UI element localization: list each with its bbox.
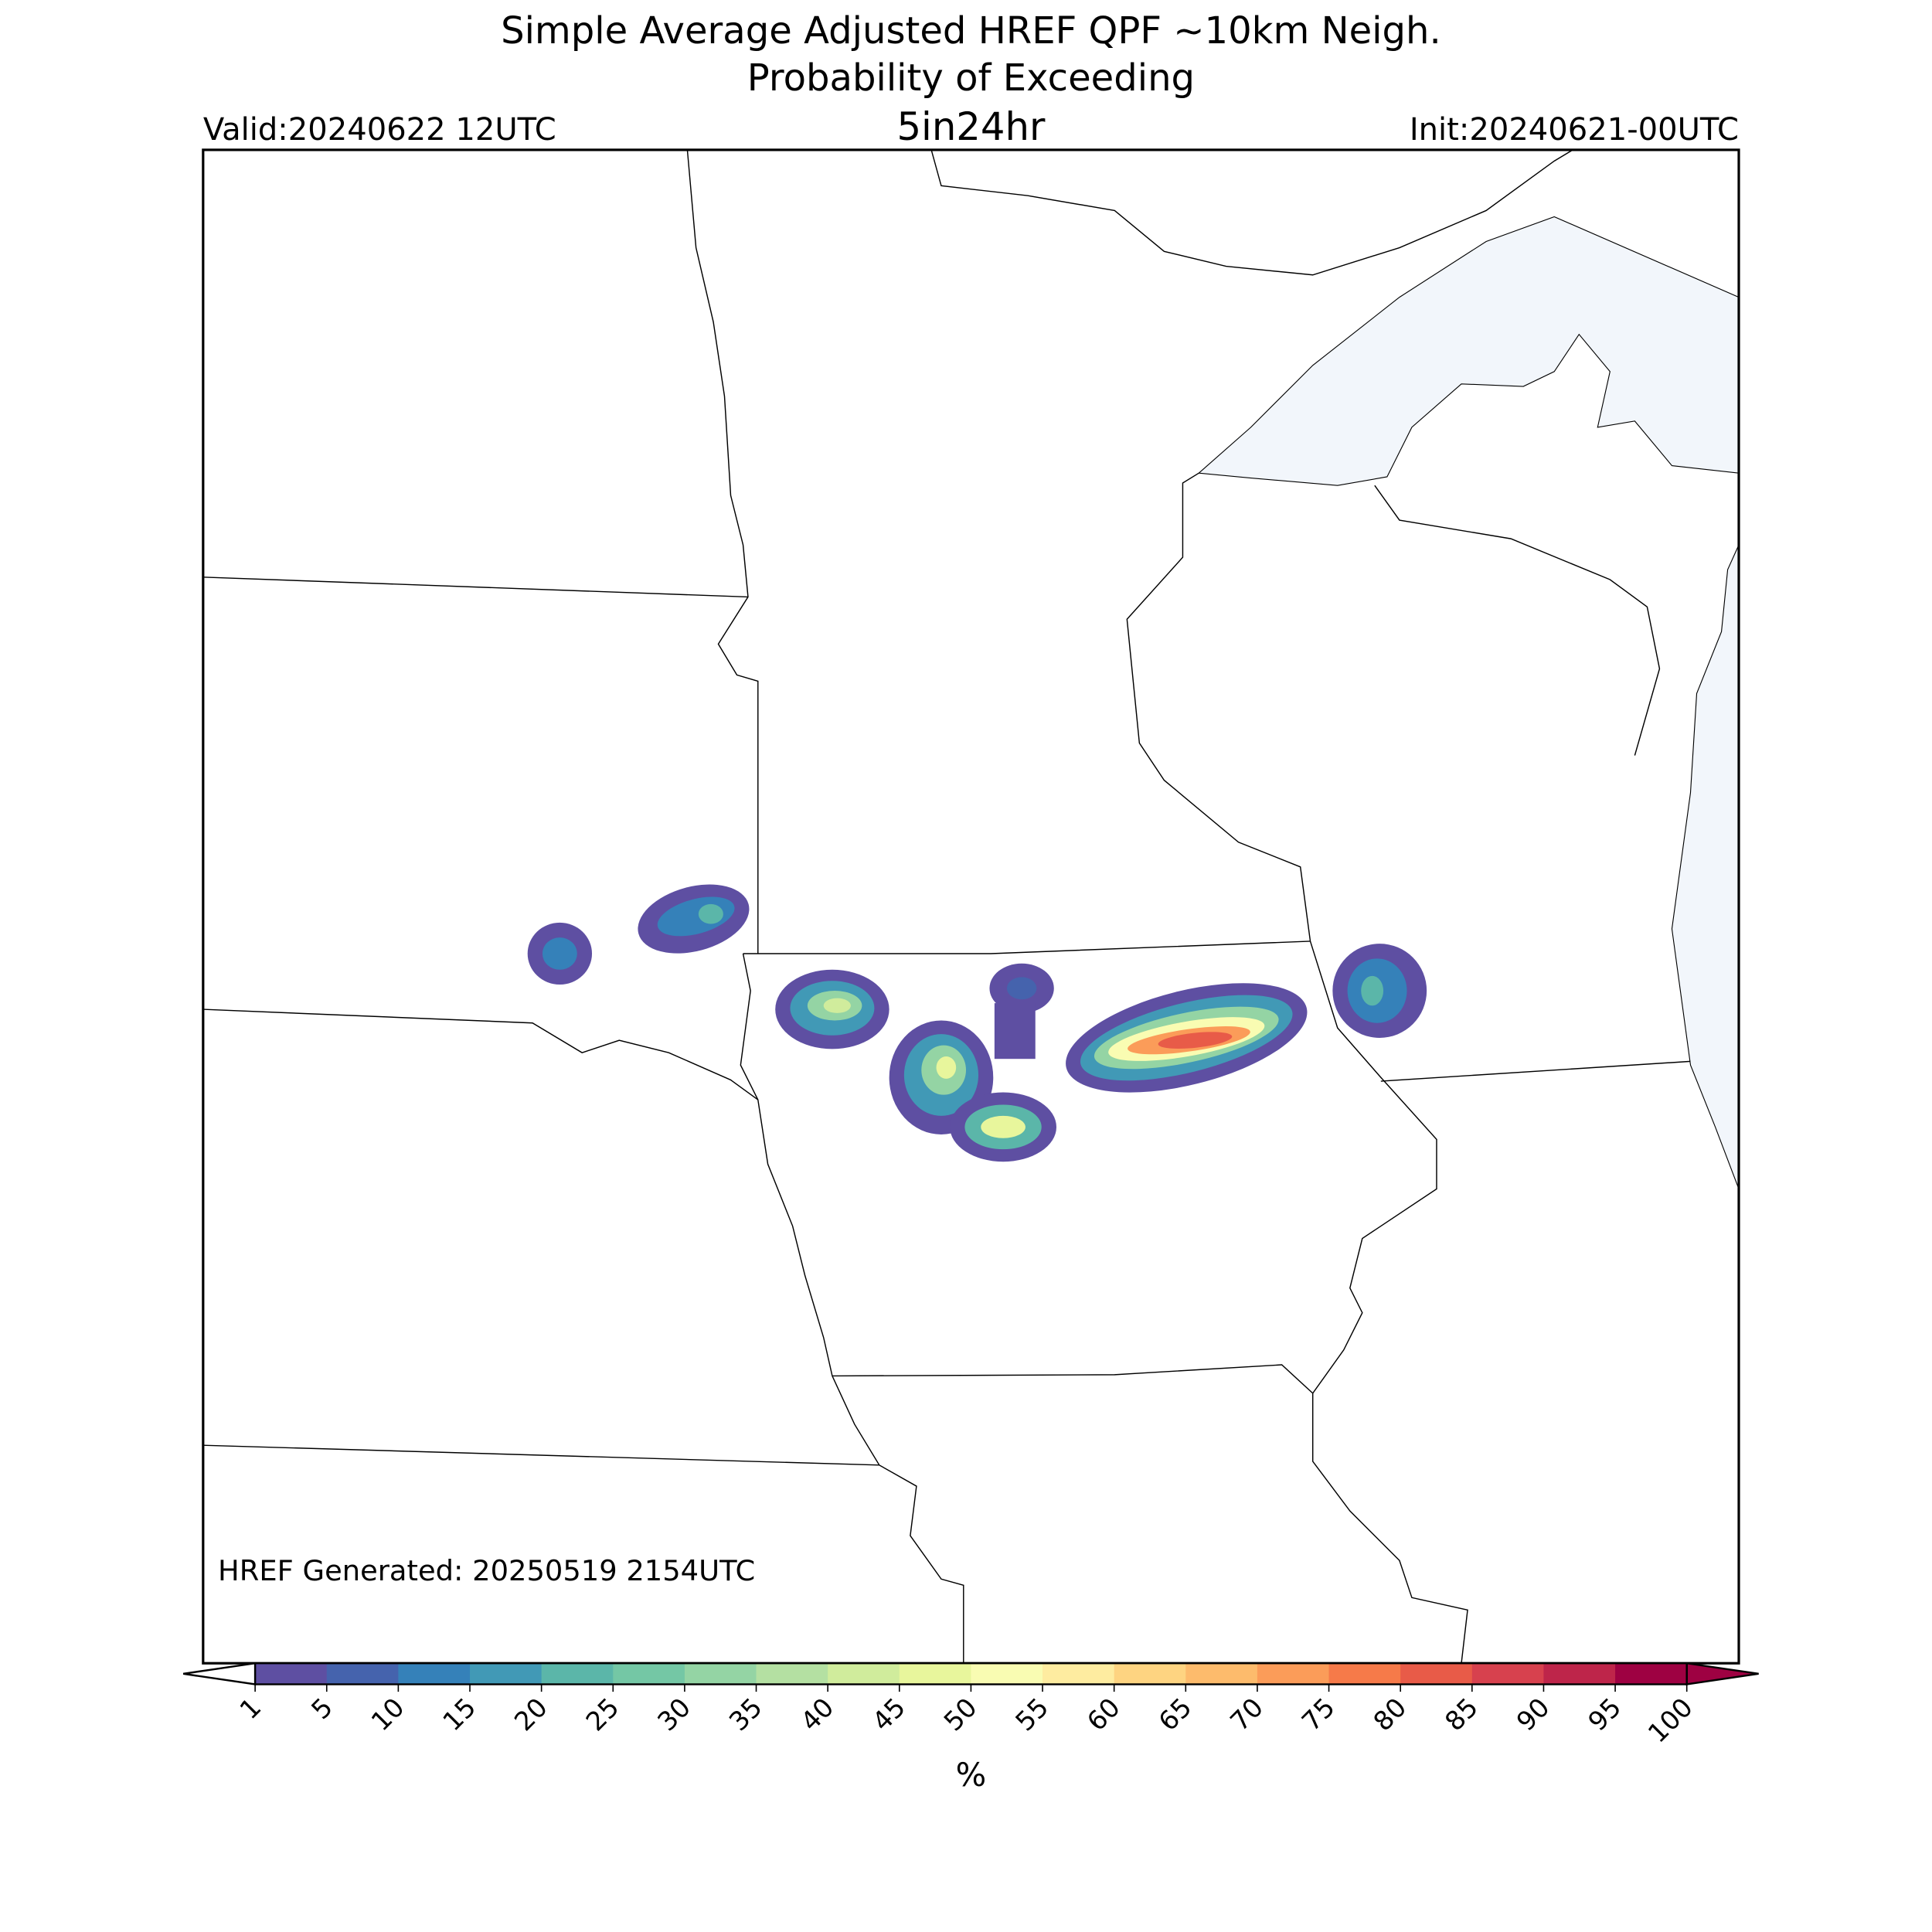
canada-border (930, 149, 1573, 276)
colorbar-tick-label: 95 (1582, 1692, 1627, 1737)
colorbar-segment (255, 1663, 328, 1685)
colorbar-frame (253, 1662, 1688, 1685)
colorbar-tick-label: 25 (580, 1692, 625, 1737)
subtitle: Probability of Exceeding (747, 56, 1195, 100)
colorbar-segment (1615, 1663, 1688, 1685)
probability-field (527, 884, 1427, 1162)
colorbar-tick-label: 80 (1368, 1692, 1413, 1737)
colorbar-tick-label: 60 (1081, 1692, 1126, 1737)
colorbar-tick-label: 75 (1296, 1692, 1341, 1737)
colorbar-segment (684, 1663, 757, 1685)
colorbar-segment (971, 1663, 1043, 1685)
colorbar-tick-label: 85 (1439, 1692, 1484, 1737)
colorbar-segment (1400, 1663, 1473, 1685)
state-border (743, 940, 1311, 954)
init-time: Init:20240621-00UTC (1410, 112, 1739, 148)
colorbar-tick-label: 50 (938, 1692, 983, 1737)
colorbar-segment (899, 1663, 972, 1685)
colorbar-segment (1471, 1663, 1545, 1685)
state-border (202, 1009, 759, 1100)
colorbar-segment (398, 1663, 471, 1685)
colorbar-segment (470, 1663, 543, 1685)
generated-note: HREF Generated: 20250519 2154UTC (218, 1554, 755, 1587)
colorbar-segment (1043, 1663, 1115, 1685)
lake-michigan (1671, 544, 1739, 1189)
map: HREF Generated: 20250519 2154UTC (202, 148, 1740, 1665)
colorbar-tick-label: 90 (1511, 1692, 1556, 1737)
title: Simple Average Adjusted HREF QPF ~10km N… (501, 9, 1441, 53)
threshold: 5in24hr (896, 104, 1046, 149)
state-border (740, 953, 833, 1376)
colorbar-tick-label: 15 (437, 1692, 481, 1737)
colorbar-tick-label: 5 (305, 1692, 338, 1726)
colorbar-tick-label: 20 (509, 1692, 553, 1737)
colorbar-segment (1543, 1663, 1616, 1685)
colorbar-segment (828, 1663, 900, 1685)
state-border (1309, 940, 1468, 1664)
colorbar-tick-label: 30 (651, 1692, 696, 1737)
state-border (202, 1444, 879, 1466)
colorbar-segment (1114, 1663, 1187, 1685)
colorbar-tick-label: 70 (1224, 1692, 1269, 1737)
colorbar-tick-label: 45 (866, 1692, 911, 1737)
colorbar-segment (326, 1663, 400, 1685)
colorbar-tick-label: 35 (723, 1692, 768, 1737)
lake-superior (1197, 216, 1739, 486)
colorbar-tick-label: 10 (366, 1692, 410, 1737)
state-border (832, 1364, 1314, 1394)
colorbar-under (183, 1662, 257, 1685)
colorbar-tick-label: 40 (795, 1692, 840, 1737)
state-border (1126, 472, 1311, 942)
colorbar-segment (541, 1663, 614, 1685)
colorbar-segment (1185, 1663, 1258, 1685)
colorbar-segment (756, 1663, 828, 1685)
colorbar-tick-label: 65 (1153, 1692, 1198, 1737)
state-border (1374, 485, 1661, 756)
state-border (686, 149, 759, 954)
colorbar-segment (1328, 1663, 1401, 1685)
colorbar-segment (613, 1663, 685, 1685)
colorbar-over (1685, 1662, 1759, 1685)
colorbar-tick-label: 100 (1642, 1692, 1699, 1749)
colorbar: 1 5 10 15 20 25 30 35 40 45 50 55 60 65 70 75 80 85 90 95 10… (183, 1662, 1759, 1794)
colorbar-tick-label: 1 (234, 1692, 267, 1726)
colorbar-tick-label: 55 (1009, 1692, 1054, 1737)
state-border (202, 577, 748, 598)
colorbar-segment (1257, 1663, 1330, 1685)
valid-time: Valid:20240622 12UTC (203, 112, 556, 148)
colorbar-label: % (956, 1756, 987, 1794)
state-border (1380, 1060, 1691, 1082)
state-border (832, 1376, 964, 1664)
